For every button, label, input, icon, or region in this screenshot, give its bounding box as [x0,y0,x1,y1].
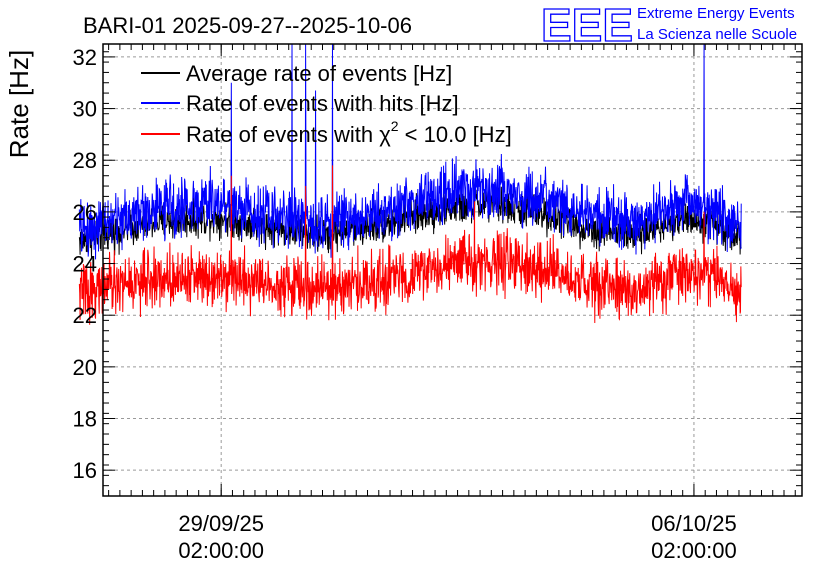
x-tick-time: 02:00:00 [178,538,264,563]
y-tick-label: 26 [73,200,97,225]
y-axis-label: Rate [Hz] [4,50,34,158]
legend-chi2-suffix: < 10.0 [Hz] [399,122,512,147]
y-ticks: 16 18 20 22 24 26 28 30 32 [73,45,802,497]
legend-label-average: Average rate of events [Hz] [186,61,452,86]
x-tick-date: 06/10/25 [651,511,737,536]
eee-logo-text: EEE [541,0,633,51]
plot-frame [102,43,803,497]
y-tick-label: 30 [73,97,97,122]
x-tick-time: 02:00:00 [651,538,737,563]
y-tick-label: 18 [73,407,97,432]
x-tick-date: 29/09/25 [178,511,264,536]
y-tick-label: 32 [73,45,97,70]
y-tick-label: 24 [73,252,97,277]
eee-logo: EEE Extreme Energy Events La Scienza nel… [540,0,797,52]
series-line-2 [78,43,742,260]
legend-label-chi2: Rate of events with χ2 < 10.0 [Hz] [186,118,512,147]
y-tick-label: 16 [73,458,97,483]
y-tick-label: 20 [73,355,97,380]
legend-chi2-prefix: Rate of events with χ [186,122,391,147]
brand-line-2: La Scienza nelle Scuole [637,26,797,43]
chart-title: BARI-01 2025-09-27--2025-10-06 [83,13,412,38]
axes [102,43,803,497]
legend-chi2-sup: 2 [391,118,399,134]
legend-label-hits: Rate of events with hits [Hz] [186,91,459,116]
y-tick-label: 22 [73,303,97,328]
series-layer [78,43,742,325]
brand-line-1: Extreme Energy Events [637,5,795,22]
series-line-3 [78,165,742,325]
legend: Average rate of events [Hz] Rate of even… [141,61,512,147]
y-tick-label: 28 [73,148,97,173]
